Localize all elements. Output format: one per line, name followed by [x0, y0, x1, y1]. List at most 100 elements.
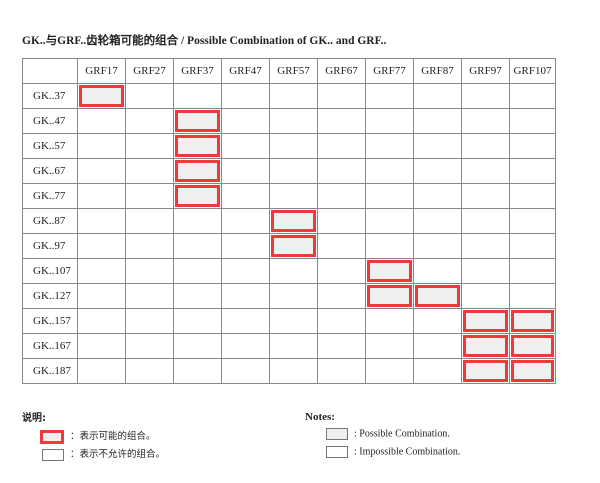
combination-cell: [269, 258, 318, 284]
combination-cell: [365, 333, 414, 359]
combination-cell: [125, 308, 174, 334]
combination-cell: [365, 233, 414, 259]
possible-marker: [271, 235, 316, 257]
row-header: GK..57: [22, 133, 78, 159]
combination-cell: [125, 133, 174, 159]
table-row: GK..47: [22, 108, 556, 134]
legend-en-possible: : Possible Combination.: [326, 428, 450, 440]
combination-cell: [269, 83, 318, 109]
combination-cell: [77, 108, 126, 134]
combination-cell: [173, 108, 222, 134]
table-row: GK..97: [22, 233, 556, 259]
combination-cell: [317, 283, 366, 309]
impossible-swatch: [42, 448, 64, 461]
row-header: GK..107: [22, 258, 78, 284]
combination-cell: [125, 283, 174, 309]
combination-cell: [413, 133, 462, 159]
combination-cell: [413, 233, 462, 259]
combination-cell: [269, 108, 318, 134]
table-row: GK..107: [22, 258, 556, 284]
combination-cell: [317, 83, 366, 109]
legend-cn-possible: ：表示可能的组合。: [40, 428, 156, 444]
combination-cell: [77, 133, 126, 159]
combination-cell: [221, 208, 270, 234]
combination-cell: [317, 308, 366, 334]
column-header: GRF37: [173, 58, 222, 84]
combination-cell: [269, 283, 318, 309]
combination-cell: [365, 208, 414, 234]
column-header: GRF17: [77, 58, 126, 84]
combination-cell: [509, 158, 556, 184]
combination-cell: [509, 258, 556, 284]
row-header: GK..97: [22, 233, 78, 259]
combination-cell: [317, 183, 366, 209]
column-header: GRF47: [221, 58, 270, 84]
combination-cell: [269, 208, 318, 234]
possible-marker: [511, 335, 554, 357]
combination-cell: [413, 108, 462, 134]
possible-swatch: [326, 428, 348, 440]
corner-cell: [22, 58, 78, 84]
legend-en-impossible: : Impossible Combination.: [326, 446, 460, 458]
header-row: GRF17 GRF27 GRF37 GRF47 GRF57 GRF67 GRF77 GRF87…: [22, 58, 556, 84]
combination-cell: [173, 233, 222, 259]
combination-cell: [221, 83, 270, 109]
combination-cell: [173, 258, 222, 284]
legend-cn-impossible: ：表示不允许的组合。: [42, 446, 165, 461]
combination-cell: [509, 133, 556, 159]
combination-cell: [77, 283, 126, 309]
combination-cell: [173, 133, 222, 159]
combination-cell: [77, 158, 126, 184]
possible-marker: [367, 260, 412, 282]
possible-marker: [511, 360, 554, 382]
combination-cell: [269, 233, 318, 259]
combination-cell: [413, 158, 462, 184]
combination-cell: [365, 358, 414, 384]
combination-cell: [173, 183, 222, 209]
legend-text: ：表示可能的组合。: [70, 431, 156, 442]
row-header: GK..37: [22, 83, 78, 109]
combination-cell: [317, 358, 366, 384]
possible-marker: [175, 110, 220, 132]
column-header: GRF97: [461, 58, 510, 84]
combination-cell: [461, 83, 510, 109]
combination-cell: [317, 333, 366, 359]
combination-table: GRF17 GRF27 GRF37 GRF47 GRF57 GRF67 GRF77 GRF87…: [22, 58, 556, 384]
table-row: GK..157: [22, 308, 556, 334]
possible-marker: [463, 360, 508, 382]
legend-cn-heading: 说明:: [22, 413, 46, 424]
combination-cell: [509, 83, 556, 109]
combination-cell: [413, 258, 462, 284]
combination-cell: [173, 158, 222, 184]
row-header: GK..87: [22, 208, 78, 234]
combination-cell: [221, 158, 270, 184]
combination-cell: [413, 308, 462, 334]
combination-cell: [125, 333, 174, 359]
combination-cell: [125, 183, 174, 209]
combination-cell: [461, 133, 510, 159]
combination-cell: [77, 208, 126, 234]
combination-cell: [461, 108, 510, 134]
combination-cell: [269, 158, 318, 184]
column-header: GRF87: [413, 58, 462, 84]
combination-cell: [77, 333, 126, 359]
possible-marker: [463, 310, 508, 332]
combination-cell: [509, 333, 556, 359]
combination-cell: [269, 183, 318, 209]
combination-cell: [317, 208, 366, 234]
combination-cell: [221, 358, 270, 384]
combination-cell: [221, 133, 270, 159]
combination-cell: [317, 158, 366, 184]
combination-cell: [173, 208, 222, 234]
combination-cell: [221, 108, 270, 134]
combination-cell: [77, 258, 126, 284]
possible-marker: [79, 85, 124, 107]
table-row: GK..37: [22, 83, 556, 109]
table-row: GK..67: [22, 158, 556, 184]
combination-cell: [365, 283, 414, 309]
column-header: GRF77: [365, 58, 414, 84]
combination-cell: [317, 133, 366, 159]
combination-cell: [269, 308, 318, 334]
combination-cell: [509, 108, 556, 134]
row-header: GK..67: [22, 158, 78, 184]
